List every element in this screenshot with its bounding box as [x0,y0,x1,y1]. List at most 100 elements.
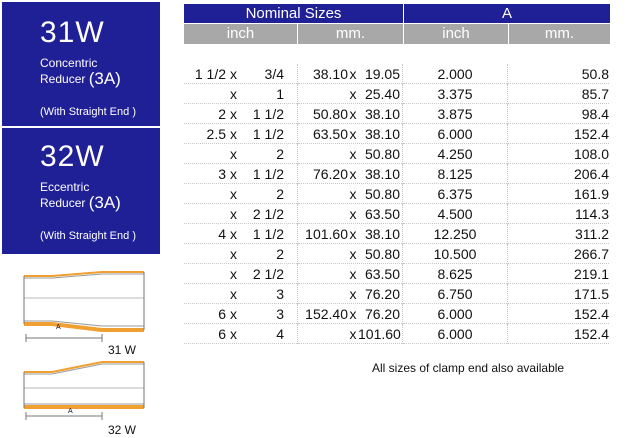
inch-size-cell: 1 1/2 x 3/4 [184,64,298,84]
size-separator: x [230,285,237,302]
a-inch-cell: 8.625 [402,263,508,284]
nominal-sizes-header: Nominal Sizes [245,5,342,22]
mm-size-cell: x 76.20 [297,283,403,304]
a-mm-cell: 266.7 [573,245,609,262]
size-separator: x [230,85,237,102]
inch-to: 1 1/2 [252,165,284,182]
mm-from: 101.60 [305,225,348,242]
size-separator: x [349,125,357,142]
col-header-mm: mm. [335,25,366,42]
size-separator: x [230,325,237,342]
mm-size-cell: 50.80 x 38.10 [297,103,403,124]
header-divider [403,4,404,23]
a-inch-cell: 12.250 [402,223,508,244]
size-separator: x [349,225,357,242]
product-panel-32w: 32W Eccentric Reducer (3A) (With Straigh… [2,128,160,254]
mm-from: 38.10 [312,65,348,82]
mm-size-cell: x 50.80 [297,243,403,264]
a-mm-cell: 85.7 [581,85,609,102]
a-inch-cell: 4.250 [402,143,508,164]
col-header-a-mm: mm. [544,25,575,42]
a-mm-cell: 206.4 [573,165,609,182]
inch-to: 1 1/2 [252,125,284,142]
footnote: All sizes of clamp end also available [372,361,565,375]
mm-to: 38.10 [364,225,400,242]
mm-to: 50.80 [364,145,400,162]
mm-size-cell: 38.10 x 19.05 [297,64,403,84]
a-mm-cell: 152.4 [573,325,609,342]
mm-to: 101.60 [358,325,401,342]
concentric-reducer-diagram: A [22,266,146,346]
mm-to: 63.50 [364,265,400,282]
size-separator: x [230,105,237,122]
size-separator: x [349,285,357,302]
size-separator: x [230,305,237,322]
table-group-header: Nominal Sizes A [184,4,610,23]
a-mm-cell: 219.1 [573,265,609,282]
dimension-label: A [68,408,73,415]
mm-to: 76.20 [364,285,400,302]
mm-to: 50.80 [364,185,400,202]
col-header-inch: inch [226,25,255,42]
inch-from: 3 [218,165,226,182]
a-mm-cell: 50.8 [581,65,609,82]
inch-size-cell: 2.5 x 1 1/2 [184,123,298,144]
mm-size-cell: 76.20 x 38.10 [297,163,403,184]
inch-to: 4 [276,325,284,342]
product-standard: (3A) [88,193,121,212]
mm-size-cell: 101.60 x 38.10 [297,223,403,244]
mm-size-cell: x 50.80 [297,183,403,204]
table-row: 6 x 4 x 101.60 6.000 152.4 [184,323,609,344]
col-header-a-inch: inch [442,25,470,42]
a-mm-cell: 171.5 [573,285,609,302]
size-separator: x [349,85,357,102]
a-inch-cell: 6.375 [402,183,508,204]
table-row: 1 1/2 x 3/4 38.10 x 19.05 2.000 50.8 [184,64,609,84]
inch-to: 2 1/2 [252,265,284,282]
dimension-a-header: A [501,5,512,22]
table-row: 2.5 x 1 1/2 63.50 x 38.10 6.000 152.4 [184,123,609,144]
product-type-line2: Reducer (3A) [40,193,121,212]
mm-to: 76.20 [364,305,400,322]
inch-from: 6 [218,325,226,342]
a-inch-cell: 10.500 [402,243,508,264]
sizes-table: 1 1/2 x 3/4 38.10 x 19.05 2.000 50.8 x 1 x 25.40 3.3… [184,64,609,344]
a-inch-cell: 8.125 [402,163,508,184]
diagram-label-32w: 32 W [108,423,137,437]
diagram-label-31w: 31 W [108,343,137,357]
inch-size-cell: x 2 1/2 [184,203,298,224]
product-standard: (3A) [88,69,121,88]
mm-from: 63.50 [312,125,348,142]
product-panel-31w: 31W Concentric Reducer (3A) (With Straig… [2,2,160,126]
mm-size-cell: 152.40 x 76.20 [297,303,403,324]
a-inch-cell: 6.000 [402,303,508,324]
size-separator: x [349,145,357,162]
end-note: (With Straight End ) [40,106,136,118]
a-mm-cell: 161.9 [573,185,609,202]
size-separator: x [230,265,237,282]
inch-to: 2 [276,145,284,162]
table-row: x 2 x 50.80 10.500 266.7 [184,243,609,264]
product-type-word: Reducer [40,196,86,210]
inch-from: 2.5 [206,125,226,142]
a-inch-cell: 2.000 [402,64,508,84]
a-inch-cell: 4.500 [402,203,508,224]
inch-from: 4 [218,225,226,242]
end-note: (With Straight End ) [40,230,136,242]
inch-from: 6 [218,305,226,322]
product-code: 32W [40,140,105,173]
a-mm-cell: 152.4 [573,305,609,322]
product-type-word: Reducer [40,72,86,86]
size-separator: x [230,65,237,82]
size-separator: x [349,105,357,122]
inch-to: 1 1/2 [252,225,284,242]
mm-to: 38.10 [364,125,400,142]
product-type: Concentric [40,56,98,70]
size-separator: x [349,185,357,202]
size-separator: x [230,205,237,222]
